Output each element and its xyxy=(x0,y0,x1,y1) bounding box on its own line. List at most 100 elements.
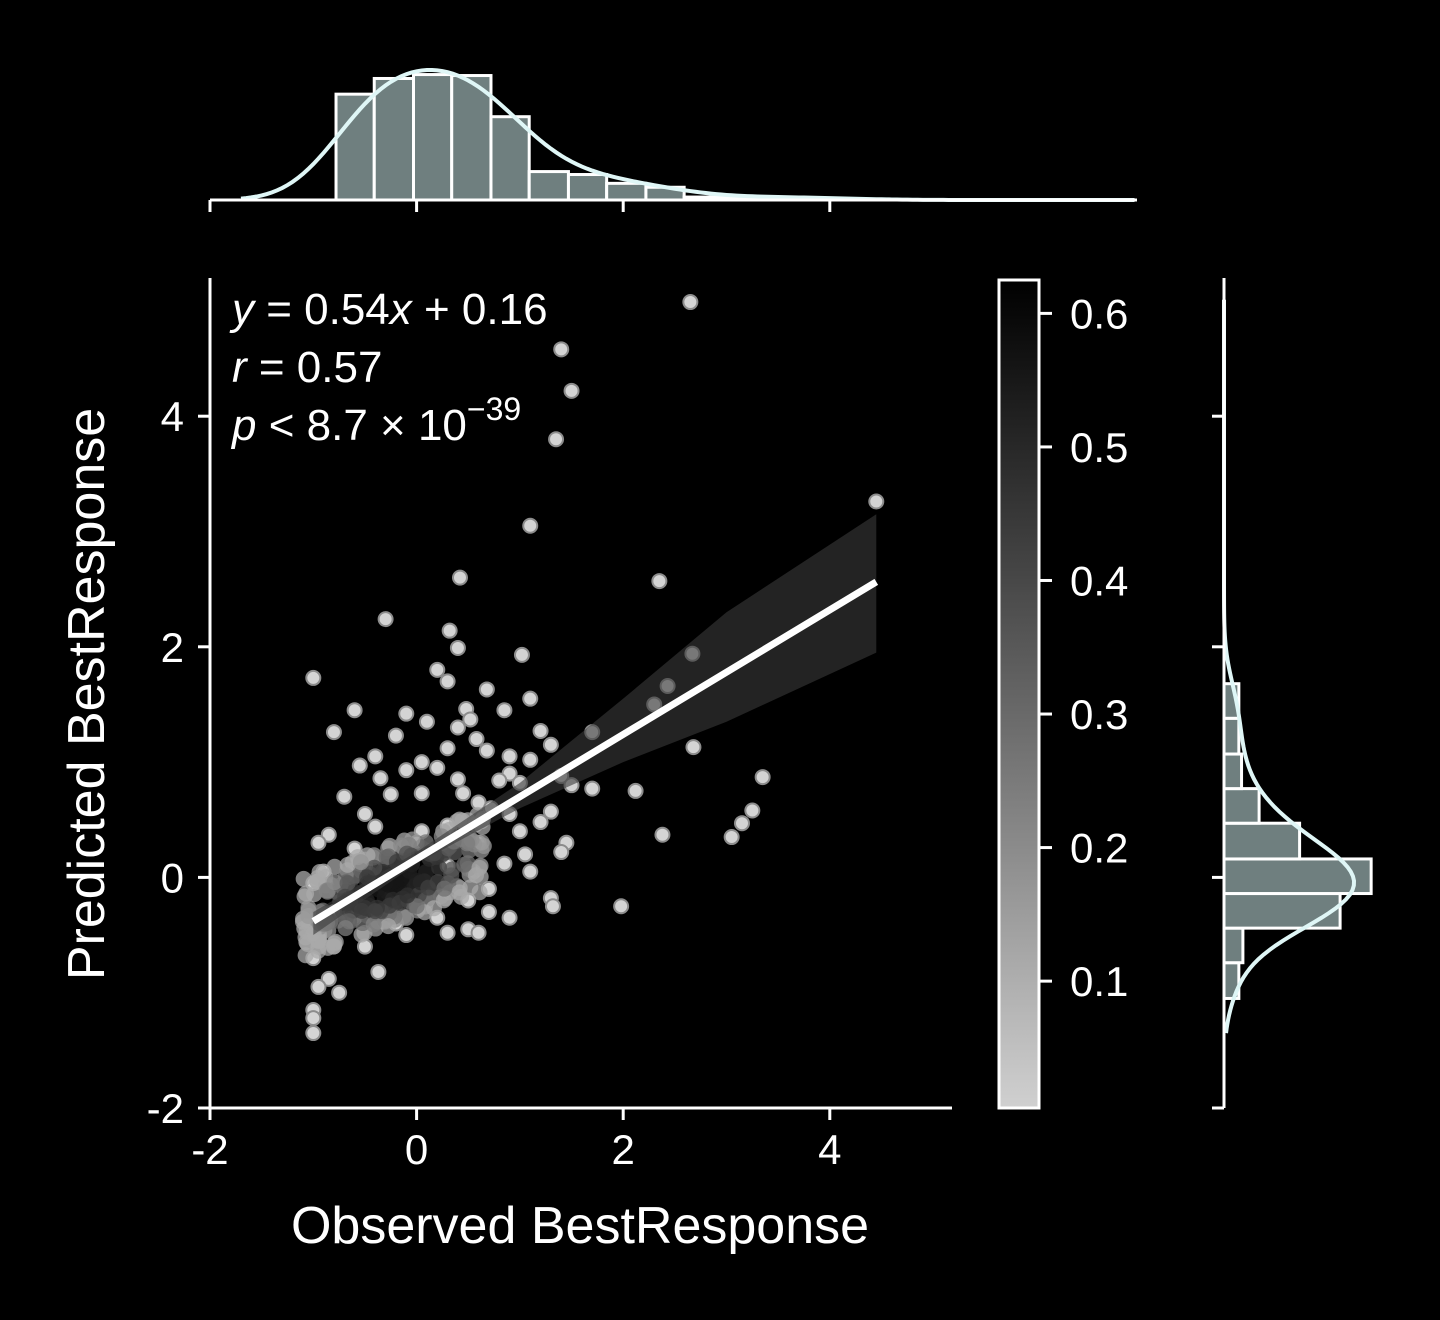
scatter-point xyxy=(305,669,322,686)
scatter-point xyxy=(455,785,472,802)
colorbar-tick-label: 0.5 xyxy=(1070,424,1128,471)
x-hist-bar xyxy=(334,92,376,202)
scatter-point xyxy=(382,786,399,803)
scatter-point xyxy=(413,754,430,771)
density-point xyxy=(436,880,453,897)
scatter-point xyxy=(501,909,518,926)
scatter-point xyxy=(744,802,761,819)
scatter-point xyxy=(532,814,549,831)
x-axis-label: Observed BestResponse xyxy=(291,1197,869,1255)
density-point xyxy=(459,835,476,852)
colorbar-tick-label: 0.4 xyxy=(1070,557,1128,604)
equation-text: y = 0.54x + 0.16 xyxy=(229,285,548,334)
scatter-point xyxy=(429,661,446,678)
y-hist-bar xyxy=(1222,716,1241,756)
density-point xyxy=(297,947,314,964)
x-tick-label: -2 xyxy=(191,1126,228,1173)
scatter-point xyxy=(346,702,363,719)
scatter-point xyxy=(441,622,458,639)
regression-annotation: y = 0.54x + 0.16 r = 0.57 p < 8.7 × 10−3… xyxy=(229,285,548,450)
scatter-point xyxy=(305,1010,322,1027)
scatter-point xyxy=(522,517,539,534)
colorbar-tick-label: 0.2 xyxy=(1070,825,1128,872)
x-hist-bar xyxy=(412,73,454,202)
scatter-point xyxy=(305,1025,322,1042)
density-point xyxy=(352,854,369,871)
scatter-point xyxy=(542,803,559,820)
scatter-point xyxy=(320,826,337,843)
x-tick-label: 4 xyxy=(818,1126,841,1173)
density-point xyxy=(380,918,397,935)
scatter-point xyxy=(398,762,415,779)
scatter-point xyxy=(310,834,327,851)
density-point xyxy=(353,902,370,919)
density-point xyxy=(339,875,356,892)
x-hist-bar xyxy=(605,181,648,202)
p-value-text: p < 8.7 × 10−39 xyxy=(230,391,521,450)
density-point xyxy=(300,902,317,919)
scatter-point xyxy=(480,903,497,920)
main-axes: -2 0 2 4 -2 0 2 4 xyxy=(147,278,952,1173)
scatter-point xyxy=(387,727,404,744)
density-point xyxy=(451,884,468,901)
x-hist-bar xyxy=(450,74,493,202)
scatter-point xyxy=(513,646,530,663)
scatter-point xyxy=(439,740,456,757)
density-point xyxy=(431,859,448,876)
y-hist-bar xyxy=(1222,821,1302,861)
scatter-point xyxy=(501,748,518,765)
scatter-point xyxy=(868,493,885,510)
density-point xyxy=(471,859,488,876)
scatter-point xyxy=(478,742,495,759)
density-point xyxy=(295,870,312,887)
scatter-point xyxy=(542,736,559,753)
scatter-point xyxy=(351,757,368,774)
scatter-point xyxy=(449,639,466,656)
x-tick-label: 2 xyxy=(612,1126,635,1173)
scatter-point xyxy=(449,771,466,788)
scatter-point xyxy=(496,855,513,872)
scatter-point xyxy=(651,573,668,590)
scatter-point xyxy=(470,924,487,941)
y-axis-label: Predicted BestResponse xyxy=(58,408,116,980)
scatter-point xyxy=(553,341,570,358)
scatter-point xyxy=(723,829,740,846)
scatter-point xyxy=(331,984,348,1001)
colorbar-ticks: 0.1 0.2 0.3 0.4 0.5 0.6 xyxy=(1039,290,1128,1005)
scatter-point xyxy=(733,815,750,832)
density-point xyxy=(425,900,442,917)
density-point xyxy=(456,856,473,873)
scatter-point xyxy=(553,844,570,861)
x-hist-bar xyxy=(489,115,531,202)
density-point xyxy=(399,887,416,904)
scatter-point xyxy=(370,963,387,980)
y-tick-label: 2 xyxy=(161,624,184,671)
scatter-point xyxy=(356,805,373,822)
x-hist-bar xyxy=(566,173,609,202)
y-tick-label: 0 xyxy=(161,854,184,901)
scatter-point xyxy=(320,970,337,987)
scatter-point xyxy=(439,673,456,690)
scatter-point xyxy=(367,818,384,835)
scatter-point xyxy=(377,611,394,628)
scatter-point xyxy=(496,702,513,719)
correlation-text: r = 0.57 xyxy=(232,343,382,392)
colorbar-tick-label: 0.3 xyxy=(1070,691,1128,738)
scatter-point xyxy=(398,705,415,722)
scatter-point xyxy=(451,569,468,586)
y-hist-bar xyxy=(1222,926,1245,965)
density-point xyxy=(319,939,336,956)
scatter-point xyxy=(398,927,415,944)
scatter-point xyxy=(491,772,508,789)
density-point xyxy=(408,898,425,915)
scatter-point xyxy=(462,711,479,728)
density-point xyxy=(326,858,343,875)
scatter-point xyxy=(613,898,630,915)
y-tick-label: 4 xyxy=(161,393,184,440)
scatter-point xyxy=(418,713,435,730)
scatter-point xyxy=(627,782,644,799)
y-hist-bar xyxy=(1222,857,1373,896)
density-point xyxy=(471,884,488,901)
x-tick-label: 0 xyxy=(405,1126,428,1173)
scatter-point xyxy=(449,719,466,736)
